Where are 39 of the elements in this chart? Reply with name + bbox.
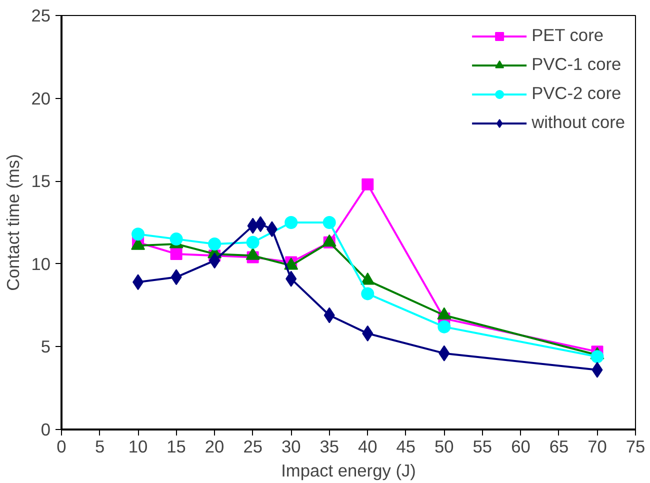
x-tick-label: 65	[549, 436, 569, 456]
x-tick-label: 10	[128, 436, 148, 456]
point	[322, 216, 336, 229]
point	[590, 350, 604, 364]
x-tick-label: 40	[358, 436, 378, 456]
point	[362, 178, 374, 190]
point	[284, 216, 298, 229]
x-tick-label: 30	[281, 436, 301, 456]
x-tick-label: 0	[56, 436, 66, 456]
x-tick-label: 35	[320, 436, 340, 456]
y-tick-label: 25	[31, 6, 51, 26]
point	[246, 236, 260, 249]
x-axis-title: Impact energy (J)	[281, 460, 416, 480]
legend-label: without core	[532, 112, 625, 133]
point	[170, 248, 182, 260]
legend-label: PVC-1 core	[532, 54, 622, 75]
x-tick-label: 55	[472, 436, 492, 456]
point	[361, 287, 374, 300]
y-tick-label: 10	[31, 254, 51, 274]
x-tick-label: 45	[396, 436, 416, 456]
x-tick-label: 60	[511, 436, 530, 456]
x-tick-label: 50	[434, 436, 454, 456]
x-tick-label: 75	[626, 436, 646, 456]
x-tick-label: 70	[588, 436, 607, 456]
x-tick-label: 5	[94, 436, 105, 456]
legend-label: PET core	[532, 25, 604, 46]
y-axis-title: Contact time (ms)	[3, 154, 24, 291]
y-tick-label: 20	[31, 88, 51, 108]
y-tick-label: 0	[40, 420, 51, 440]
x-tick-label: 15	[166, 436, 186, 456]
point	[438, 320, 451, 334]
point	[170, 232, 183, 246]
point	[132, 228, 145, 241]
x-tick-label: 20	[204, 436, 224, 456]
point	[208, 238, 222, 251]
y-tick-label: 5	[40, 336, 51, 357]
y-tick-label: 15	[31, 171, 51, 192]
x-tick-label: 25	[243, 436, 262, 456]
legend-label: PVC-2 core	[532, 83, 622, 104]
